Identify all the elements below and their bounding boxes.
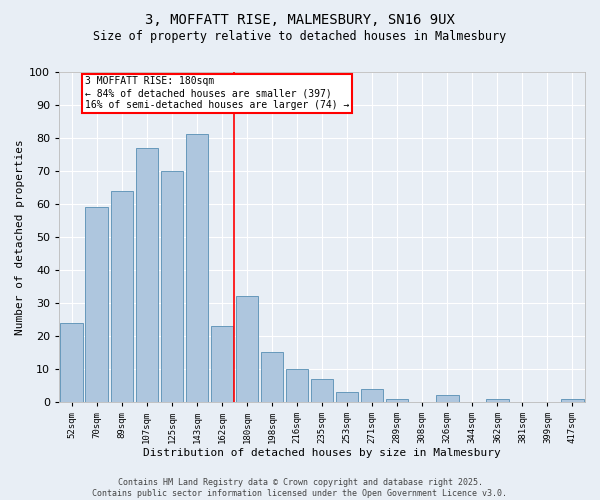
Bar: [286, 369, 308, 402]
Text: 3, MOFFATT RISE, MALMESBURY, SN16 9UX: 3, MOFFATT RISE, MALMESBURY, SN16 9UX: [145, 12, 455, 26]
Bar: [261, 352, 283, 402]
Y-axis label: Number of detached properties: Number of detached properties: [15, 139, 25, 334]
Bar: [136, 148, 158, 402]
Bar: [110, 190, 133, 402]
Bar: [236, 296, 258, 402]
X-axis label: Distribution of detached houses by size in Malmesbury: Distribution of detached houses by size …: [143, 448, 501, 458]
Bar: [311, 379, 334, 402]
Bar: [61, 322, 83, 402]
Bar: [336, 392, 358, 402]
Bar: [185, 134, 208, 402]
Bar: [85, 207, 108, 402]
Bar: [361, 389, 383, 402]
Bar: [211, 326, 233, 402]
Bar: [486, 399, 509, 402]
Text: Contains HM Land Registry data © Crown copyright and database right 2025.
Contai: Contains HM Land Registry data © Crown c…: [92, 478, 508, 498]
Bar: [436, 396, 458, 402]
Text: Size of property relative to detached houses in Malmesbury: Size of property relative to detached ho…: [94, 30, 506, 43]
Bar: [386, 399, 409, 402]
Bar: [161, 170, 183, 402]
Bar: [561, 399, 584, 402]
Text: 3 MOFFATT RISE: 180sqm
← 84% of detached houses are smaller (397)
16% of semi-de: 3 MOFFATT RISE: 180sqm ← 84% of detached…: [85, 76, 349, 110]
